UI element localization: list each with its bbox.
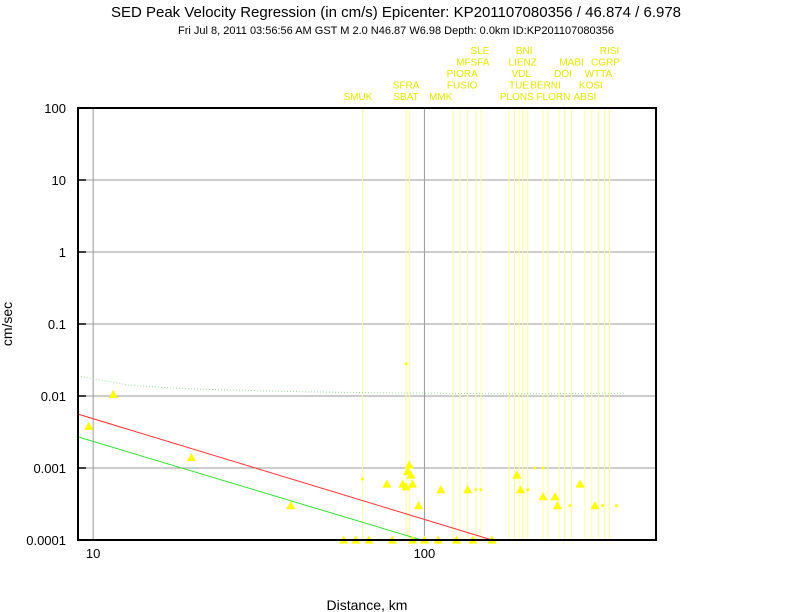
station-marker [407,479,417,488]
station-marker [575,479,585,488]
station-small-marker [479,488,483,492]
x-axis-label: Distance, km [327,597,408,612]
station-label: PLONS [500,92,534,103]
station-marker [550,492,560,501]
y-tick-label: 0.1 [48,317,66,332]
station-small-marker [601,504,605,508]
station-label: WTTA [585,69,613,80]
regression-curves [77,375,624,541]
station-small-marker [474,488,478,492]
x-tick-label: 100 [414,546,436,561]
station-small-marker [615,504,619,508]
station-label: ABSI [573,92,596,103]
station-marker [552,501,562,510]
grid [78,107,656,541]
station-label: RISI [600,46,619,57]
station-marker [414,501,424,510]
station-markers [84,362,619,544]
station-marker [590,501,600,510]
station-label: BERNI [530,81,561,92]
station-marker [108,389,118,399]
station-label: BNI [516,46,533,57]
station-label: SBAT [393,92,418,103]
station-marker [186,452,196,462]
station-label: MABI [559,58,583,69]
station-label: MMK [429,92,453,103]
station-small-marker [568,504,572,508]
station-label: VDL [512,69,532,80]
y-tick-label: 0.01 [41,389,66,404]
upper-bound-curve [77,375,624,395]
station-marker [286,501,296,510]
x-tick-label: 10 [86,546,100,561]
y-tick-label: 10 [52,173,66,188]
station-small-marker [526,488,530,492]
station-small-marker [533,466,537,470]
station-label: DOI [554,69,572,80]
station-marker [84,421,94,430]
y-tick-label: 0.0001 [26,533,66,548]
station-label: PIORA [447,69,478,80]
station-marker [463,485,473,494]
station-label: SLE [470,46,489,57]
station-marker [512,470,522,479]
station-small-marker [541,466,545,470]
station-label: MFSFA [456,58,490,69]
y-tick-label: 0.001 [33,461,66,476]
station-marker [436,485,446,494]
station-marker [516,485,526,494]
tick-labels: 0.0001 0.001 0.01 0.1 1 10 100 10 100 [26,101,435,561]
station-marker [406,470,416,479]
regression-line-green [77,436,422,541]
station-label: SFRA [393,81,420,92]
station-label: SMUK [344,92,373,103]
chart-title: SED Peak Velocity Regression (in cm/s) E… [110,4,682,21]
y-tick-label: 1 [59,245,66,260]
station-label: CGRP [591,58,620,69]
station-label: FLORN [536,92,570,103]
station-label: TUE [509,81,529,92]
regression-line-red [77,413,493,541]
station-marker [382,479,392,488]
plot-frame [77,107,657,541]
station-marker [538,492,548,501]
station-small-marker [360,477,364,481]
station-label: FUSIO [447,81,478,92]
chart-subtitle: Fri Jul 8, 2011 03:56:56 AM GST M 2.0 N4… [178,25,614,37]
station-marker [401,482,411,491]
station-label: KOSI [579,81,603,92]
station-guide-lines [361,108,611,540]
station-small-marker [404,362,408,366]
station-marker [404,460,414,469]
station-label: LIENZ [509,58,537,69]
y-tick-label: 100 [44,101,66,116]
y-axis-label: cm/sec [0,302,15,346]
